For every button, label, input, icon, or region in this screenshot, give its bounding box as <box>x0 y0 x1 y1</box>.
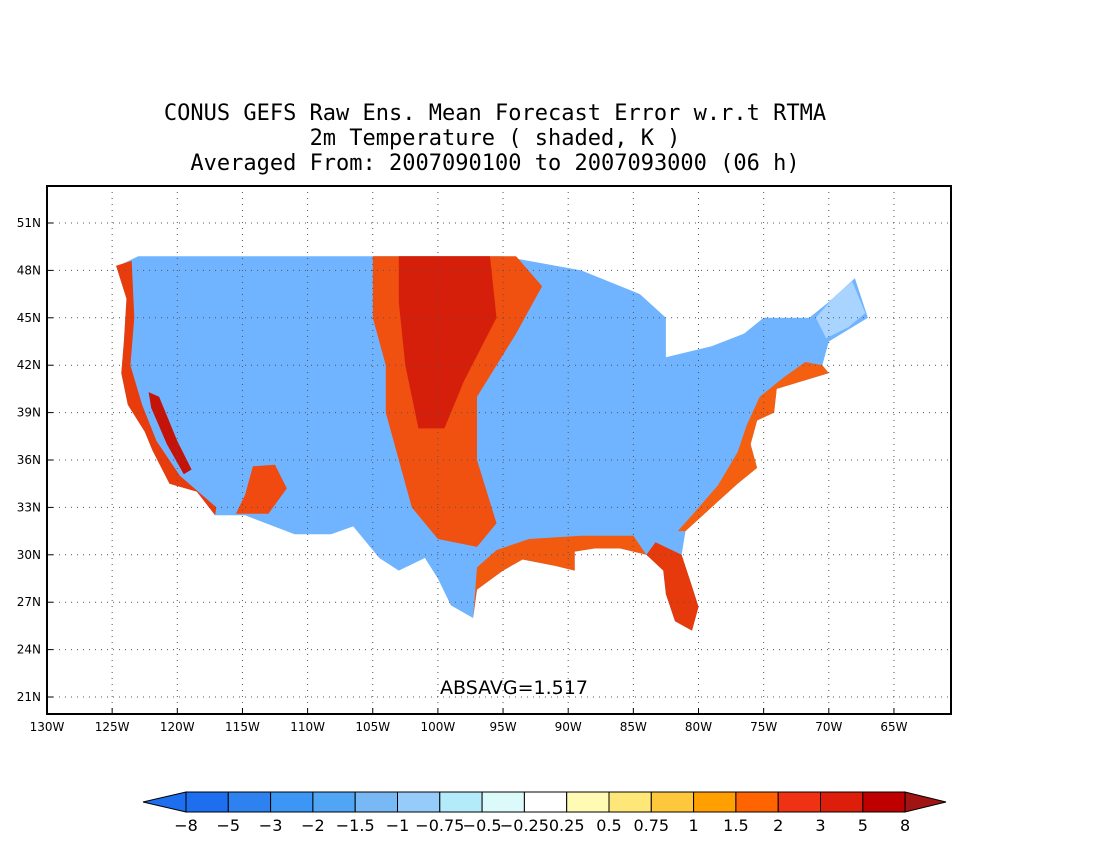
colorbar-swatch <box>523 791 568 813</box>
colorbar-swatch <box>439 791 483 813</box>
region-conus-land <box>116 256 868 631</box>
absavg-label: ABSAVG=1.517 <box>440 677 588 699</box>
title-line-2: 2m Temperature ( shaded, K ) <box>309 126 681 151</box>
region-west-coast-warm <box>116 260 217 516</box>
colorbar <box>142 791 947 813</box>
colorbar-swatch <box>185 791 229 813</box>
lat-tick-label: 27N <box>17 595 41 609</box>
colorbar-label: −0.5 <box>463 816 502 835</box>
colorbar-swatch <box>566 791 610 813</box>
map-frame <box>46 185 952 715</box>
lon-tick-label: 105W <box>355 720 390 734</box>
region-gulf-coast-warm <box>473 535 647 618</box>
lat-tick-label: 48N <box>17 263 41 277</box>
lon-tick-label: 65W <box>880 720 907 734</box>
colorbar-swatch <box>481 791 525 813</box>
colorbar-label: −2 <box>301 816 325 835</box>
lat-tick-label: 45N <box>17 311 41 325</box>
colorbar-swatch <box>862 791 906 813</box>
colorbar-label: 3 <box>815 816 825 835</box>
lon-tick-label: 80W <box>685 720 712 734</box>
region-atlantic-coast-warm <box>677 362 829 532</box>
region-dakotas-core <box>398 256 497 429</box>
lon-tick-label: 90W <box>555 720 582 734</box>
title-line-1: CONUS GEFS Raw Ens. Mean Forecast Error … <box>163 101 827 126</box>
lon-tick-label: 85W <box>620 720 647 734</box>
lat-tick-label: 42N <box>17 358 41 372</box>
colorbar-swatch <box>735 791 779 813</box>
title-line-3: Averaged From: 2007090100 to 2007093000 … <box>190 151 800 176</box>
lat-tick-label: 30N <box>17 548 41 562</box>
colorbar-swatch <box>608 791 652 813</box>
lat-tick-label: 21N <box>17 690 41 704</box>
lon-tick-label: 100W <box>421 720 456 734</box>
lon-tick-label: 120W <box>160 720 195 734</box>
lon-tick-label: 115W <box>225 720 260 734</box>
colorbar-swatch <box>227 791 272 813</box>
colorbar-swatch <box>820 791 864 813</box>
colorbar-label: 0.25 <box>549 816 585 835</box>
lat-tick-label: 39N <box>17 406 41 420</box>
colorbar-swatch <box>693 791 737 813</box>
colorbar-label: 5 <box>858 816 868 835</box>
colorbar-label: −1.5 <box>336 816 375 835</box>
latitude-labels: 51N 48N 45N 42N 39N 36N 33N 30N 27N 24N 21N <box>17 216 53 704</box>
colorbar-label: −1 <box>386 816 410 835</box>
colorbar-label: −3 <box>259 816 283 835</box>
colorbar-label: 2 <box>773 816 783 835</box>
region-central-valley-warm <box>148 392 192 475</box>
colorbar-swatch <box>270 791 314 813</box>
colorbar-under-arrow <box>142 791 187 813</box>
colorbar-label: −5 <box>217 816 241 835</box>
colorbar-label: 1.5 <box>723 816 748 835</box>
graticule <box>47 186 951 714</box>
colorbar-label: −0.25 <box>500 816 549 835</box>
colorbar-label: 0.75 <box>633 816 669 835</box>
lat-tick-label: 33N <box>17 500 41 514</box>
map-plot-area <box>47 186 951 714</box>
lon-tick-label: 95W <box>489 720 516 734</box>
lon-tick-label: 75W <box>750 720 777 734</box>
lat-tick-label: 51N <box>17 216 41 230</box>
longitude-labels: 130W 125W 120W 115W 110W 105W 100W 95W 90W 85W 80W… <box>30 708 908 734</box>
region-florida-warm <box>646 542 699 631</box>
colorbar-swatch <box>312 791 356 813</box>
colorbar-label: −8 <box>174 816 198 835</box>
region-maine-cold <box>815 281 866 339</box>
colorbar-label: −0.75 <box>415 816 464 835</box>
lat-tick-label: 24N <box>17 643 41 657</box>
colorbar-labels: −8 −5 −3 −2 −1.5 −1 −0.75−0.5−0.25 0.25 0.5 0.75 1… <box>174 816 910 835</box>
shaded-regions <box>116 256 868 631</box>
lon-tick-label: 110W <box>290 720 325 734</box>
colorbar-label: 8 <box>900 816 910 835</box>
colorbar-over-arrow <box>904 791 947 813</box>
colorbar-label: 0.5 <box>596 816 621 835</box>
colorbar-swatch <box>777 791 822 813</box>
figure-title: CONUS GEFS Raw Ens. Mean Forecast Error … <box>0 101 990 176</box>
lon-tick-label: 130W <box>30 720 65 734</box>
colorbar-swatch <box>354 791 399 813</box>
colorbar-swatch <box>397 791 441 813</box>
lat-tick-label: 36N <box>17 453 41 467</box>
region-desert-sw-warm <box>235 464 287 514</box>
lon-tick-label: 70W <box>815 720 842 734</box>
colorbar-label: 1 <box>689 816 699 835</box>
lon-tick-label: 125W <box>95 720 130 734</box>
colorbar-swatch <box>650 791 695 813</box>
